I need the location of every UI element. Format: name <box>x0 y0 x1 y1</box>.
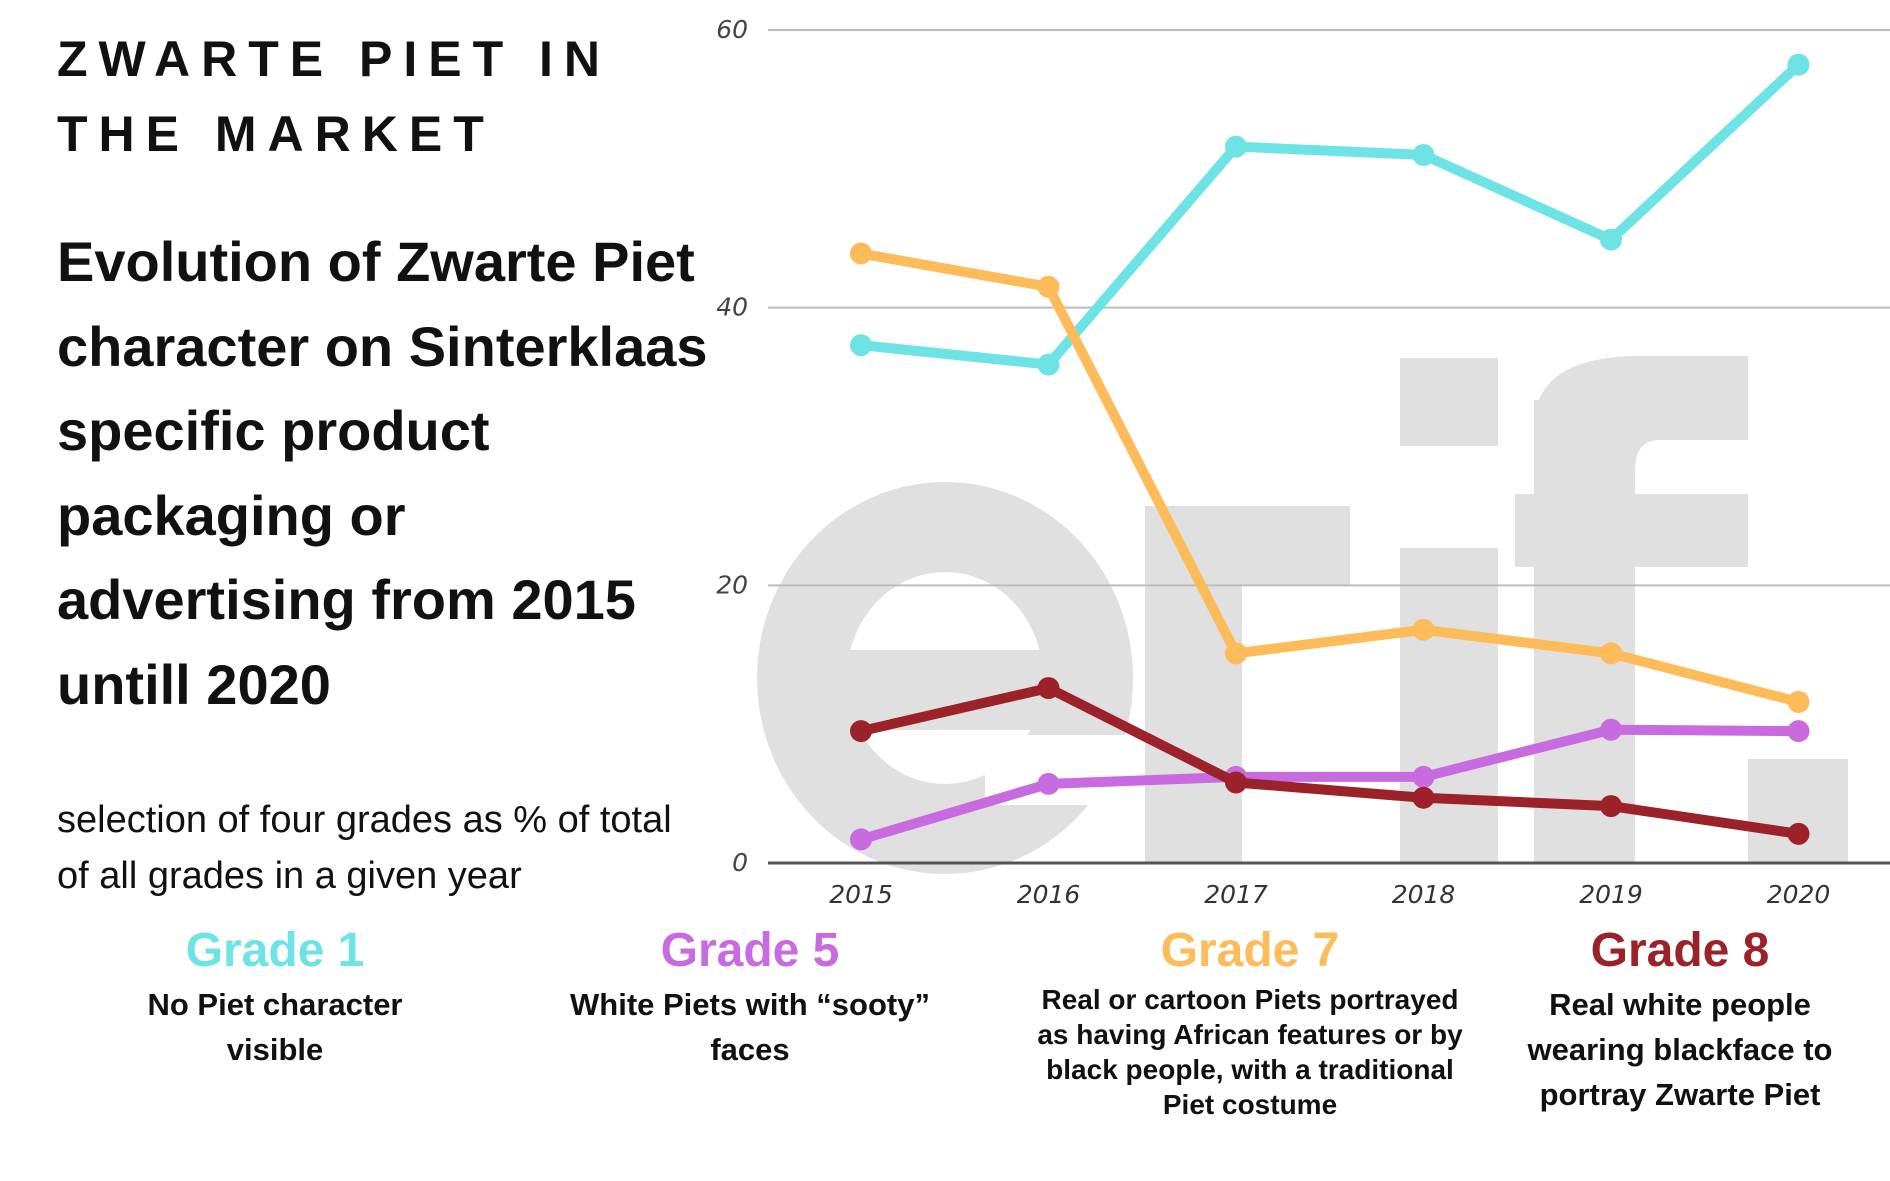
data-point <box>1412 143 1435 166</box>
watermark-i-stem <box>1400 548 1498 863</box>
data-point <box>850 242 872 265</box>
data-point <box>1600 228 1622 251</box>
series-line <box>856 59 1804 370</box>
legend-label: Grade 8 <box>1590 924 1770 977</box>
data-point <box>850 828 872 851</box>
data-point <box>1225 771 1247 794</box>
legend-description: Real white people wearing blackface to p… <box>1527 987 1833 1112</box>
watermark-e-ring <box>757 482 1133 874</box>
watermark-i-dot <box>1400 358 1498 446</box>
data-point <box>1037 275 1060 298</box>
legend-label: Grade 5 <box>660 924 840 977</box>
data-point <box>1037 353 1060 376</box>
x-tick-label: 2020 <box>1767 880 1831 909</box>
data-point <box>850 334 872 357</box>
series-line <box>856 724 1804 845</box>
legend-description: White Piets with “sooty” faces <box>570 987 930 1067</box>
data-point <box>1412 618 1435 641</box>
data-point <box>1600 795 1622 818</box>
legend-grade-7: Grade 7 Real or cartoon Piets portrayed … <box>1030 920 1470 1122</box>
data-point <box>1037 677 1060 700</box>
watermark-f-hook <box>1534 356 1748 470</box>
y-tick-label: 40 <box>716 293 748 322</box>
data-point <box>1600 718 1622 741</box>
legend-label: Grade 7 <box>1160 924 1340 977</box>
watermark-dot <box>1748 759 1848 863</box>
data-point <box>1787 822 1810 845</box>
chart-note: selection of four grades as % of total o… <box>57 799 672 897</box>
data-point <box>1412 765 1435 788</box>
legend-grade-8: Grade 8 Real white people wearing blackf… <box>1500 920 1860 1117</box>
y-tick-label: 0 <box>732 848 748 877</box>
watermark-f-stem <box>1534 400 1635 863</box>
data-point <box>1037 772 1060 795</box>
data-point <box>1225 642 1247 665</box>
kicker-title: ZWARTE PIET IN THE MARKET <box>57 31 611 162</box>
line-chart: 0 20 40 60 2015 2016 2017 2018 2019 2020 <box>716 15 1890 909</box>
legend-grade-1: Grade 1 No Piet character visible <box>90 920 460 1072</box>
legend-grade-5: Grade 5 White Piets with “sooty” faces <box>545 920 955 1072</box>
data-point <box>1225 135 1247 158</box>
series-line <box>856 683 1804 839</box>
data-point <box>1787 690 1810 713</box>
series-line <box>856 248 1804 707</box>
data-point <box>1787 53 1810 76</box>
y-tick-label: 20 <box>716 570 748 599</box>
legend-label: Grade 1 <box>185 924 365 977</box>
page-title: Evolution of Zwarte Piet character on Si… <box>57 230 708 716</box>
x-tick-label: 2019 <box>1579 880 1643 909</box>
series-grade-8 <box>850 677 1810 845</box>
series-grade-1 <box>850 53 1810 376</box>
watermark-r-arm <box>1242 506 1350 585</box>
data-point <box>1787 720 1810 743</box>
series-grade-5 <box>850 718 1810 851</box>
x-tick-label: 2016 <box>1017 880 1081 909</box>
data-point <box>850 720 872 743</box>
legend-description: No Piet character visible <box>147 987 403 1067</box>
x-tick-label: 2018 <box>1392 880 1456 909</box>
data-point <box>1600 642 1622 665</box>
y-tick-label: 60 <box>716 15 748 44</box>
data-point <box>1412 786 1435 809</box>
x-tick-label: 2017 <box>1204 880 1268 909</box>
watermark-f-bar <box>1515 494 1748 567</box>
series-grade-7 <box>850 242 1810 713</box>
legend-description: Real or cartoon Piets portrayed as havin… <box>1037 984 1463 1120</box>
x-tick-label: 2015 <box>829 880 893 909</box>
